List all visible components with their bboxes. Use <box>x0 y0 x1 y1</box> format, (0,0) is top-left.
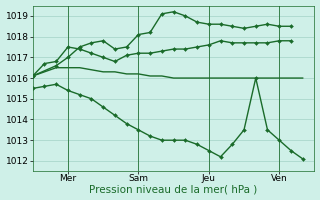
X-axis label: Pression niveau de la mer( hPa ): Pression niveau de la mer( hPa ) <box>90 184 258 194</box>
